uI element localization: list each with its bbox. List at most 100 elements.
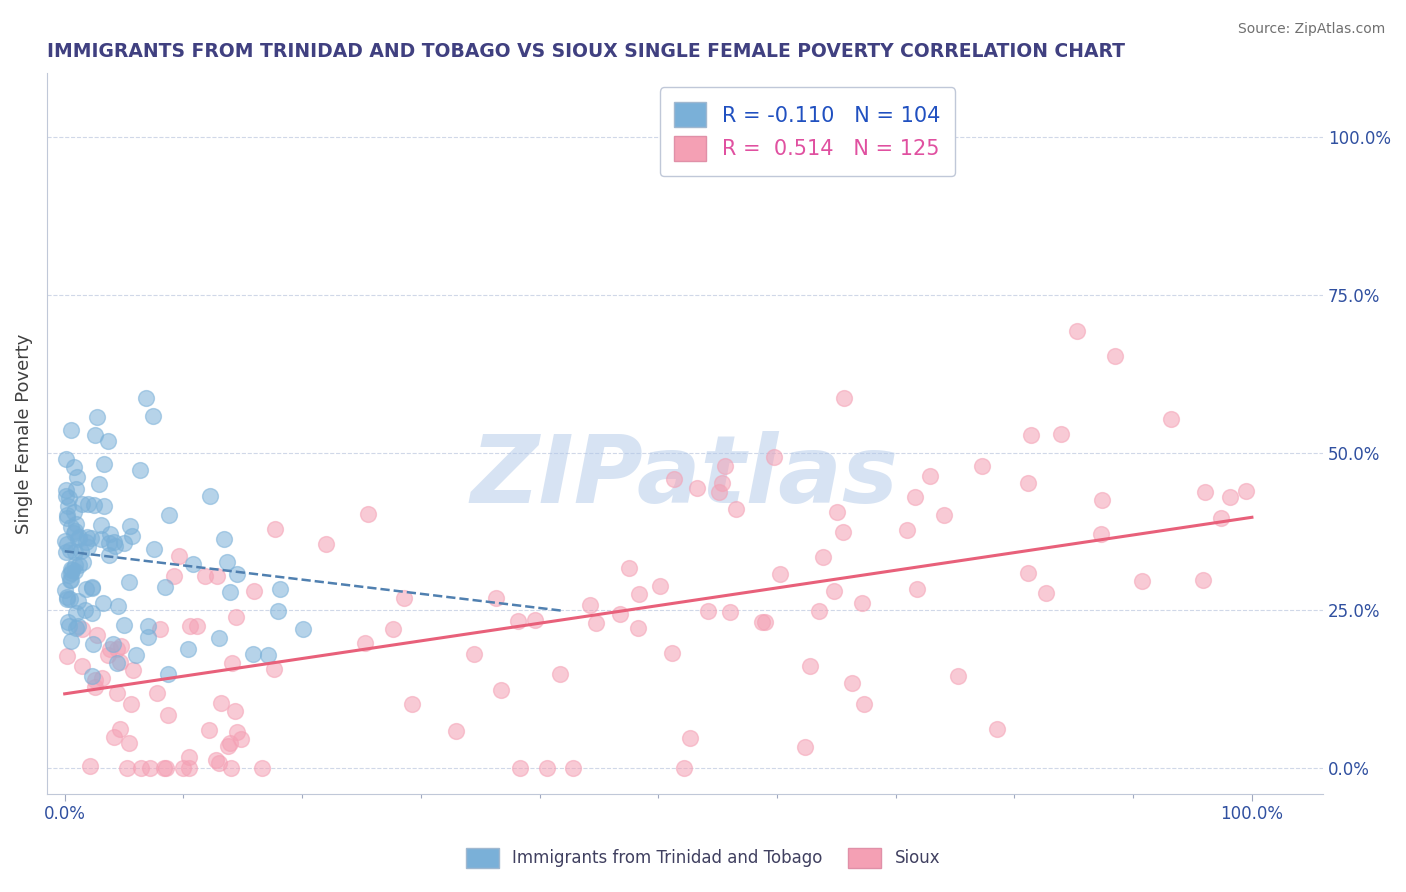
Point [65, 524, 87, 538]
Point [112, 618, 135, 632]
Point [93, 499, 115, 513]
Point [80, 580, 103, 594]
Point [799, 658, 821, 673]
Point [79, 759, 101, 773]
Point [55, 536, 77, 550]
Point [1017, 476, 1039, 491]
Point [65, 470, 87, 484]
Point [207, 756, 229, 770]
Point [794, 739, 817, 754]
Point [825, 505, 848, 519]
Point [62, 505, 84, 519]
Point [841, 676, 863, 690]
Point [90, 671, 112, 685]
Point [129, 463, 152, 477]
Point [225, 725, 247, 739]
Point [218, 585, 240, 599]
Point [56, 649, 79, 664]
Point [1194, 484, 1216, 499]
Point [60, 520, 83, 534]
Point [209, 696, 232, 710]
Point [401, 697, 423, 711]
Point [194, 569, 217, 583]
Point [146, 686, 169, 700]
Point [769, 566, 792, 581]
Point [215, 555, 238, 569]
Point [63, 459, 86, 474]
Point [243, 584, 266, 599]
Point [97, 536, 120, 550]
Point [63, 565, 86, 579]
Point [585, 615, 607, 630]
Point [55, 483, 77, 497]
Text: ZIPatlas: ZIPatlas [471, 431, 898, 523]
Point [242, 647, 264, 661]
Point [229, 731, 252, 746]
Point [686, 481, 709, 495]
Point [1091, 492, 1114, 507]
Point [177, 761, 200, 775]
Point [67, 530, 90, 544]
Point [73, 603, 96, 617]
Point [120, 697, 142, 711]
Point [82, 637, 104, 651]
Point [90, 532, 112, 546]
Point [754, 615, 776, 630]
Point [561, 761, 583, 775]
Point [59, 566, 82, 581]
Point [292, 622, 315, 636]
Point [609, 607, 631, 621]
Point [710, 476, 733, 491]
Point [60, 562, 83, 576]
Point [177, 749, 200, 764]
Point [143, 542, 166, 557]
Point [112, 536, 135, 550]
Point [90, 517, 112, 532]
Point [149, 622, 172, 636]
Point [59, 592, 82, 607]
Point [1160, 412, 1182, 426]
Point [66, 619, 89, 633]
Point [135, 391, 157, 405]
Point [823, 583, 845, 598]
Point [832, 391, 855, 405]
Text: IMMIGRANTS FROM TRINIDAD AND TOBAGO VS SIOUX SINGLE FEMALE POVERTY CORRELATION C: IMMIGRANTS FROM TRINIDAD AND TOBAGO VS S… [46, 42, 1125, 61]
Point [186, 619, 208, 633]
Point [101, 637, 124, 651]
Point [80, 531, 103, 545]
Point [523, 613, 546, 627]
Point [157, 508, 180, 522]
Point [103, 730, 125, 744]
Point [1219, 490, 1241, 504]
Point [110, 655, 132, 669]
Point [198, 723, 221, 738]
Point [266, 604, 288, 618]
Point [315, 537, 337, 551]
Point [1021, 428, 1043, 442]
Point [1209, 510, 1232, 524]
Point [80, 606, 103, 620]
Point [84, 680, 107, 694]
Point [60, 563, 83, 577]
Point [219, 736, 242, 750]
Point [157, 707, 180, 722]
Point [120, 518, 142, 533]
Point [155, 761, 177, 775]
Point [217, 739, 239, 753]
Point [444, 724, 467, 739]
Point [183, 557, 205, 571]
Point [129, 761, 152, 775]
Point [56, 615, 79, 629]
Point [986, 722, 1008, 736]
Point [221, 761, 243, 775]
Point [105, 642, 128, 657]
Point [536, 761, 558, 775]
Point [617, 561, 640, 575]
Point [662, 472, 685, 486]
Point [59, 634, 82, 648]
Point [75, 534, 97, 549]
Point [212, 532, 235, 546]
Point [93, 596, 115, 610]
Point [263, 522, 285, 536]
Point [87, 477, 110, 491]
